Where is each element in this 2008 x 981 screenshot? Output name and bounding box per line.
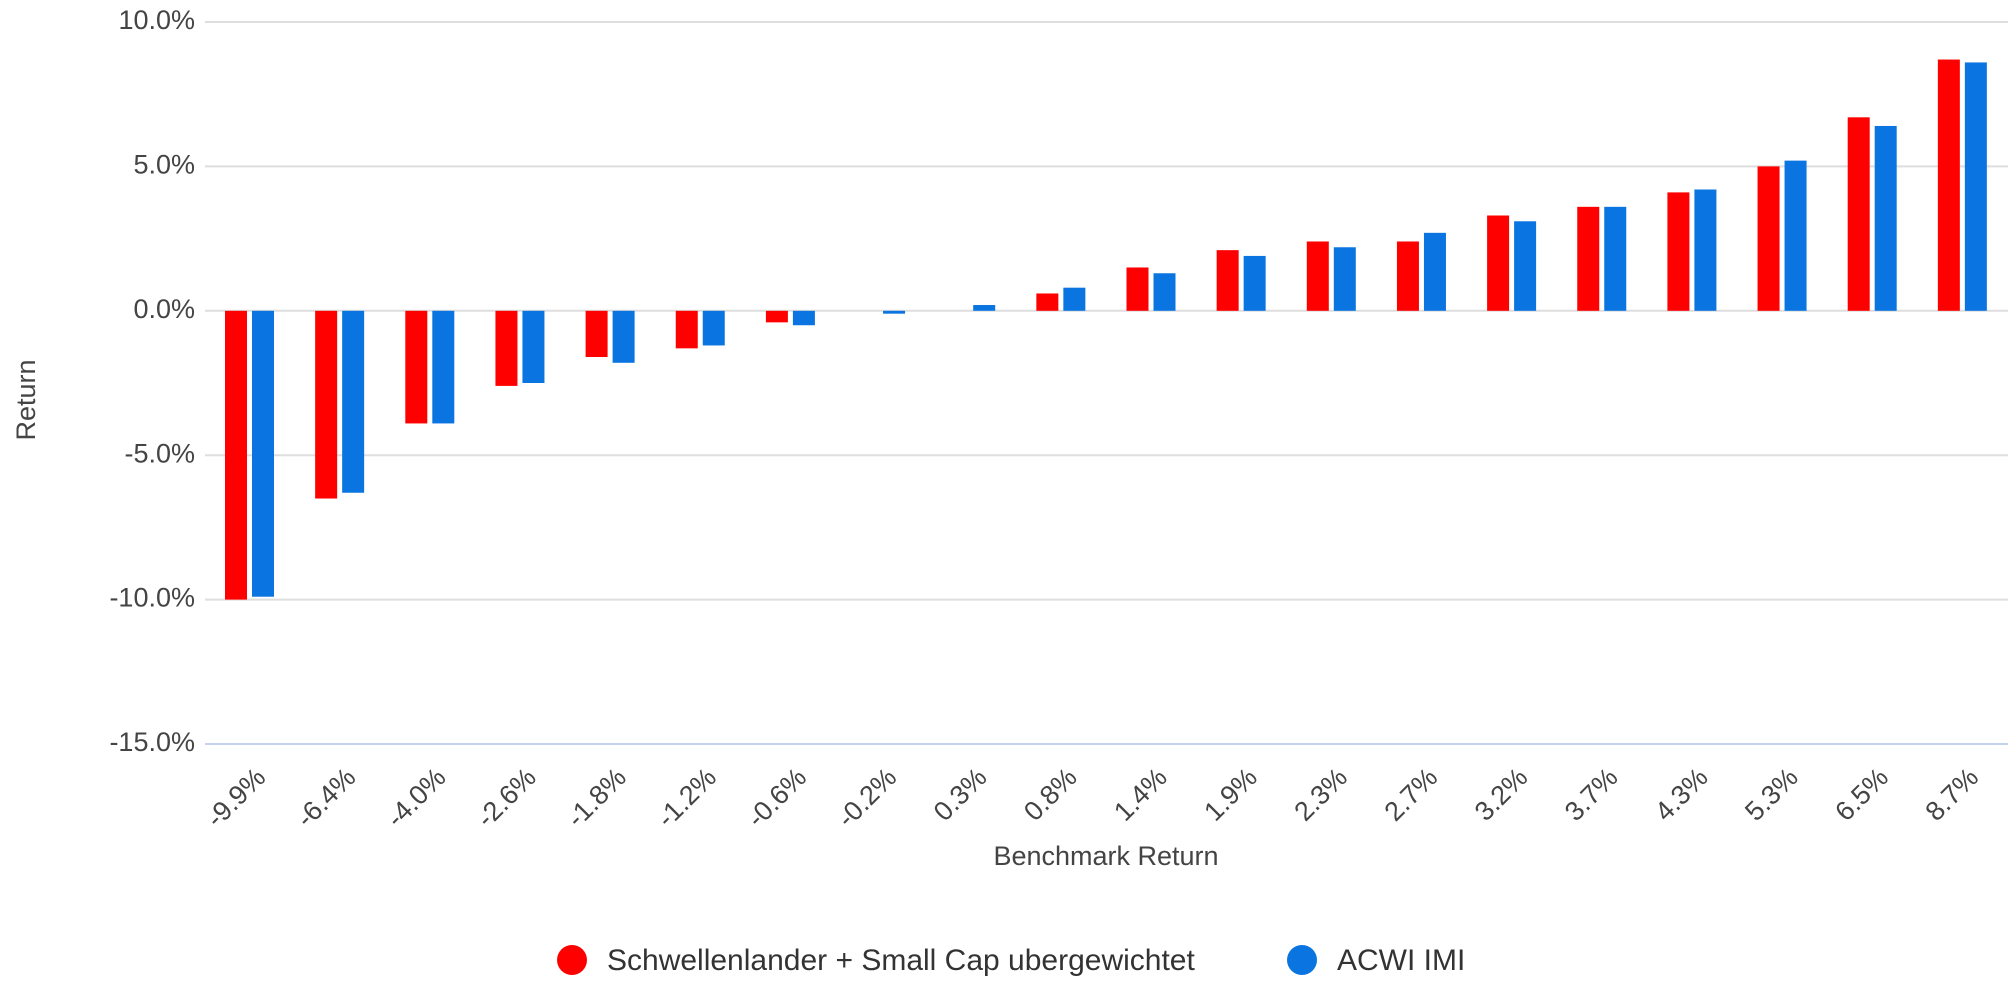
y-axis-title: Return <box>11 359 41 440</box>
bar <box>1784 160 1807 311</box>
bar <box>1423 232 1446 311</box>
bar <box>495 310 518 386</box>
x-tick-label: 8.7% <box>1919 762 1984 827</box>
bar <box>1243 255 1266 311</box>
x-tick-label: 5.3% <box>1739 762 1804 827</box>
x-tick-label: -6.4% <box>290 762 361 833</box>
y-tick-label: 5.0% <box>133 150 195 180</box>
bar <box>675 310 698 349</box>
bar <box>585 310 608 358</box>
bar <box>1487 215 1510 311</box>
bar <box>765 310 788 323</box>
bar <box>792 310 815 326</box>
bar <box>1514 221 1537 311</box>
x-tick-label: -9.9% <box>200 762 271 833</box>
x-tick-label: 1.4% <box>1108 762 1173 827</box>
bar <box>252 310 274 597</box>
x-tick-label: 0.3% <box>928 762 993 827</box>
x-tick-label: -1.8% <box>561 762 632 833</box>
bar <box>612 310 635 363</box>
legend-marker <box>1287 945 1317 975</box>
x-tick-label: -4.0% <box>381 762 452 833</box>
x-tick-label: -2.6% <box>471 762 542 833</box>
bar <box>702 310 725 346</box>
legend-marker <box>557 945 587 975</box>
y-tick-label: 10.0% <box>118 5 195 35</box>
x-tick-label: 6.5% <box>1829 762 1894 827</box>
bar <box>225 310 247 600</box>
bar <box>342 310 365 493</box>
y-tick-label: 0.0% <box>133 294 195 324</box>
x-tick-label: -0.2% <box>831 762 902 833</box>
legend-label: Schwellenlander + Small Cap ubergewichte… <box>607 944 1195 977</box>
bar <box>1964 62 1987 311</box>
x-tick-label: 1.9% <box>1198 762 1263 827</box>
bar <box>1153 273 1176 311</box>
bar <box>405 310 428 424</box>
bar <box>1216 250 1239 311</box>
bar <box>1306 241 1329 311</box>
x-tick-label: -0.6% <box>741 762 812 833</box>
bar <box>1694 189 1717 311</box>
legend-label: ACWI IMI <box>1337 944 1465 977</box>
bar <box>1126 267 1149 311</box>
bar <box>1937 59 1960 311</box>
bar <box>883 310 906 314</box>
x-tick-label: 3.2% <box>1469 762 1534 827</box>
x-tick-label: 2.3% <box>1288 762 1353 827</box>
bar <box>1667 192 1690 311</box>
bar <box>1604 206 1627 311</box>
bar <box>432 310 455 424</box>
x-tick-label: 0.8% <box>1018 762 1083 827</box>
bar <box>973 305 996 311</box>
y-tick-label: -10.0% <box>109 583 195 613</box>
bar <box>1036 293 1059 311</box>
y-tick-label: -15.0% <box>109 727 195 757</box>
x-tick-label: -1.2% <box>651 762 722 833</box>
bar <box>1757 166 1780 311</box>
bar <box>1333 247 1356 311</box>
bar <box>1063 287 1086 311</box>
y-tick-label: -5.0% <box>124 438 195 468</box>
x-tick-label: 4.3% <box>1649 762 1714 827</box>
bar <box>1396 241 1419 311</box>
bar <box>522 310 545 383</box>
bar <box>1874 125 1897 311</box>
x-tick-label: 3.7% <box>1559 762 1624 827</box>
bar <box>1847 117 1870 311</box>
bar <box>1577 206 1600 311</box>
bar <box>315 310 338 499</box>
x-tick-label: 2.7% <box>1379 762 1444 827</box>
x-axis-title: Benchmark Return <box>993 841 1218 871</box>
